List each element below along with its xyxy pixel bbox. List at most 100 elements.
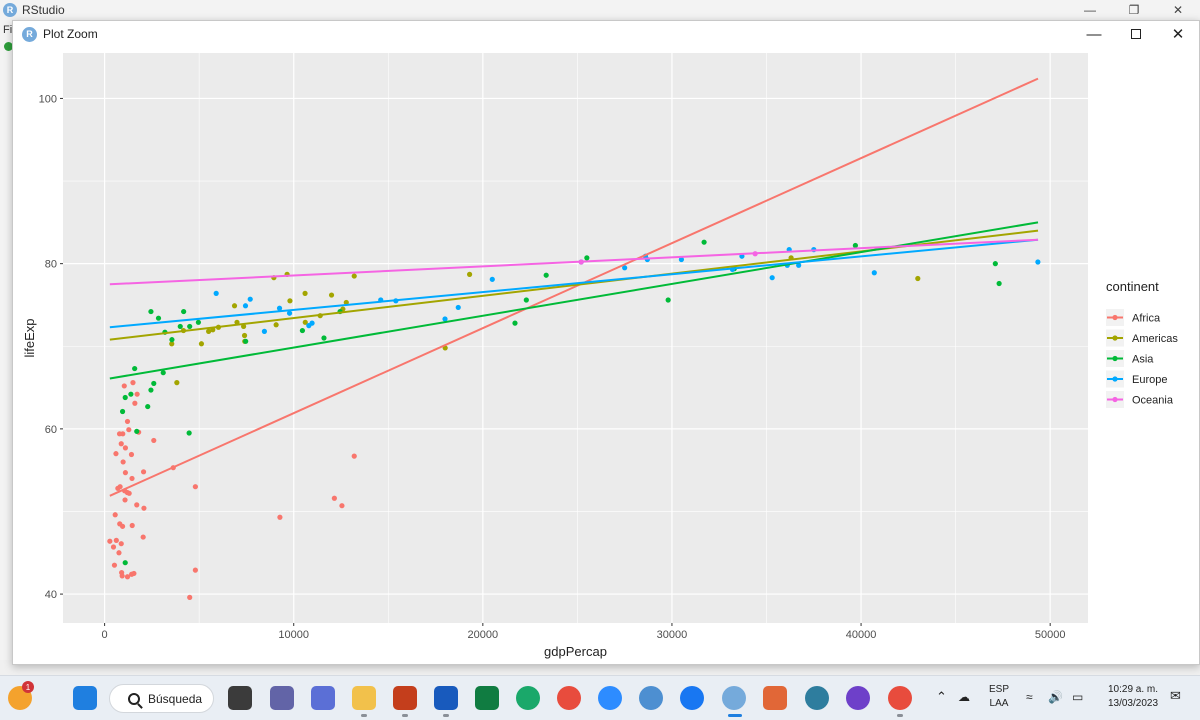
- data-point-asia: [155, 315, 162, 321]
- data-point-africa: [277, 514, 283, 520]
- data-point-europe: [309, 320, 315, 326]
- y-tick-label: 40: [45, 589, 57, 601]
- teams-icon[interactable]: [270, 686, 294, 710]
- data-point-asia: [132, 365, 138, 372]
- legend-key-point: [1112, 355, 1118, 362]
- data-point-asia: [134, 428, 140, 434]
- data-point-americas: [169, 341, 175, 347]
- maximize-button[interactable]: [1115, 21, 1157, 47]
- active-indicator: [728, 714, 742, 717]
- rstudio-taskbar-icon[interactable]: [722, 686, 746, 710]
- keyboard-layout: LAA: [989, 698, 1009, 709]
- powerpoint-icon[interactable]: [393, 686, 417, 710]
- data-point-asia: [512, 320, 518, 326]
- taskbar: 1 Búsqueda ⌃ ☁ ESP LAA ≈ 🔊 ▭ 10:29 a. m.…: [0, 675, 1200, 720]
- data-point-americas: [302, 319, 308, 325]
- data-point-asia: [148, 308, 154, 315]
- data-point-asia: [122, 560, 128, 566]
- maximize-icon: [1131, 29, 1141, 39]
- data-point-africa: [110, 544, 117, 550]
- legend-key-point: [1112, 314, 1118, 321]
- data-point-africa: [128, 451, 135, 458]
- calendar-icon[interactable]: [311, 686, 335, 710]
- data-point-americas: [273, 322, 279, 328]
- clock[interactable]: 10:29 a. m. 13/03/2023: [1098, 683, 1168, 711]
- data-point-africa: [151, 437, 157, 444]
- data-point-africa: [119, 523, 126, 529]
- file-explorer-icon[interactable]: [352, 686, 376, 710]
- github-icon[interactable]: [846, 686, 870, 710]
- data-point-asia: [852, 242, 858, 249]
- notifications-icon[interactable]: ✉: [1170, 688, 1181, 703]
- plot-panel: [63, 53, 1088, 623]
- data-point-africa: [118, 541, 124, 547]
- data-point-asia: [187, 323, 193, 330]
- data-point-africa: [121, 383, 127, 389]
- data-point-africa: [129, 522, 135, 529]
- data-point-asia: [523, 297, 529, 303]
- data-point-africa: [122, 470, 129, 476]
- excel-icon[interactable]: [475, 686, 499, 710]
- language-indicator[interactable]: ESP LAA: [985, 683, 1013, 711]
- data-point-americas: [466, 271, 473, 277]
- search-label: Búsqueda: [148, 691, 203, 706]
- rstudio-minimize-button[interactable]: —: [1084, 3, 1096, 17]
- chevron-up-icon[interactable]: ⌃: [936, 689, 947, 704]
- plot-zoom-titlebar: R Plot Zoom — ✕: [13, 21, 1199, 47]
- onedrive-icon[interactable]: ☁: [958, 690, 970, 704]
- facebook-icon[interactable]: [680, 686, 704, 710]
- data-point-africa: [134, 502, 140, 508]
- legend-label-africa: Africa: [1132, 313, 1161, 325]
- data-point-americas: [241, 332, 248, 339]
- start-icon[interactable]: [73, 686, 97, 710]
- y-tick-label: 60: [45, 424, 57, 436]
- rstudio-close-button[interactable]: ✕: [1172, 3, 1184, 17]
- data-point-africa: [339, 503, 345, 509]
- data-point-asia: [299, 327, 306, 334]
- y-axis-label: lifeExp: [22, 318, 37, 357]
- data-point-africa: [124, 574, 131, 580]
- matlab-icon[interactable]: [763, 686, 787, 710]
- x-tick-label: 0: [102, 629, 108, 641]
- data-point-africa: [113, 451, 119, 457]
- rstudio-file-menu[interactable]: Fi: [3, 24, 13, 36]
- word-icon[interactable]: [434, 686, 458, 710]
- new-file-icon[interactable]: [4, 42, 13, 51]
- y-tick-label: 80: [45, 259, 57, 271]
- x-tick-label: 10000: [278, 629, 309, 641]
- search-box[interactable]: Búsqueda: [109, 684, 214, 713]
- search-app-icon[interactable]: [805, 686, 829, 710]
- data-point-americas: [231, 303, 238, 309]
- zoom-icon[interactable]: [598, 686, 622, 710]
- trend-line-oceania: [109, 238, 1039, 286]
- task-view-icon[interactable]: [228, 686, 252, 710]
- data-point-asia: [169, 337, 175, 343]
- close-button[interactable]: ✕: [1171, 26, 1185, 43]
- app-icon[interactable]: [639, 686, 663, 710]
- rstudio-restore-button[interactable]: ❐: [1128, 3, 1140, 17]
- data-point-asia: [181, 308, 187, 315]
- data-point-americas: [302, 290, 308, 296]
- data-point-americas: [351, 273, 357, 279]
- volume-icon[interactable]: 🔊: [1048, 690, 1063, 704]
- data-point-americas: [241, 323, 247, 330]
- wifi-icon[interactable]: ≈: [1026, 690, 1033, 704]
- chrome-icon[interactable]: [557, 686, 581, 710]
- data-point-asia: [151, 380, 157, 387]
- y-tick-label: 100: [39, 93, 57, 105]
- trend-line-europe: [109, 238, 1039, 329]
- data-point-africa: [116, 550, 122, 556]
- data-point-africa: [111, 562, 118, 568]
- x-tick-label: 30000: [657, 629, 688, 641]
- notification-badge: 1: [22, 681, 34, 693]
- minimize-button[interactable]: —: [1086, 25, 1102, 43]
- data-point-americas: [174, 380, 180, 386]
- chrome-profile-icon[interactable]: [888, 686, 912, 710]
- edge-icon[interactable]: [516, 686, 540, 710]
- legend-key-point: [1112, 396, 1118, 403]
- battery-icon[interactable]: ▭: [1072, 690, 1084, 704]
- rstudio-logo-icon: R: [3, 3, 17, 17]
- data-point-africa: [120, 431, 126, 437]
- data-point-africa: [130, 380, 136, 386]
- data-point-africa: [192, 567, 198, 573]
